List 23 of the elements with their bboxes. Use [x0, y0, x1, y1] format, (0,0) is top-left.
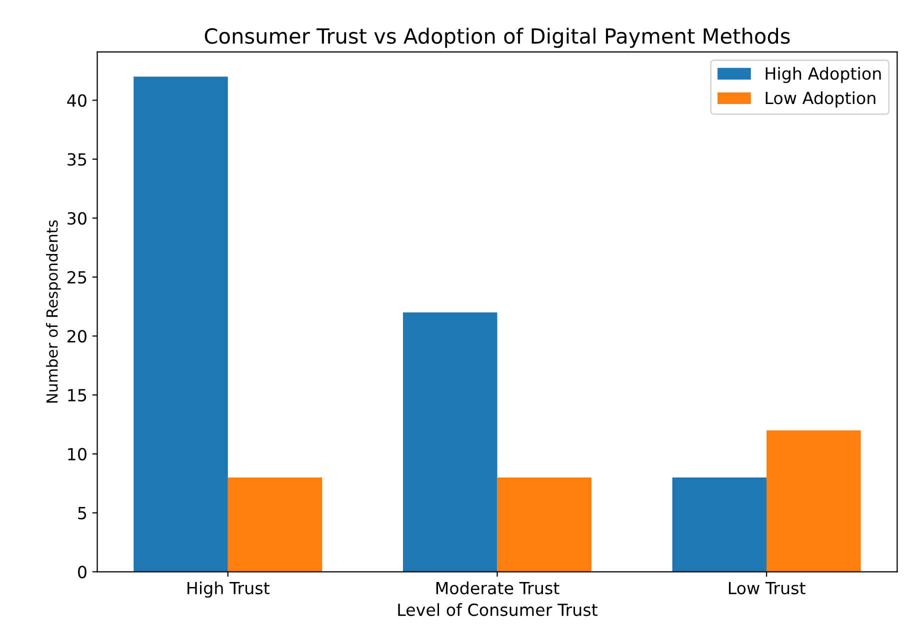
- x-tick-label: Moderate Trust: [436, 581, 560, 594]
- bar: [402, 312, 498, 572]
- x-axis-title: Level of Consumer Trust: [398, 603, 598, 616]
- y-tick-label: 25: [68, 271, 86, 284]
- x-tick-label: Low Trust: [728, 582, 806, 594]
- legend-label: Low Adoption: [766, 91, 876, 108]
- bar: [672, 477, 767, 572]
- legend-label: High Adoption: [766, 66, 881, 84]
- y-tick-label: 20: [68, 330, 86, 343]
- bar: [497, 477, 592, 572]
- y-tick-label: 40: [67, 94, 86, 107]
- y-tick-label: 30: [68, 212, 86, 225]
- y-tick-label: 0: [78, 566, 86, 578]
- y-tick-label: 5: [78, 507, 86, 520]
- bar: [228, 477, 322, 572]
- bar: [134, 76, 228, 572]
- y-tick-label: 35: [68, 153, 86, 166]
- y-tick-label: 10: [68, 448, 86, 460]
- bar: [766, 430, 861, 572]
- x-tick-label: High Trust: [188, 581, 270, 598]
- y-tick-label: 15: [68, 389, 86, 402]
- chart-title: Consumer Trust vs Adoption of Digital Payment Methods: [204, 28, 790, 48]
- y-axis-title: Number of Respondents: [46, 220, 61, 403]
